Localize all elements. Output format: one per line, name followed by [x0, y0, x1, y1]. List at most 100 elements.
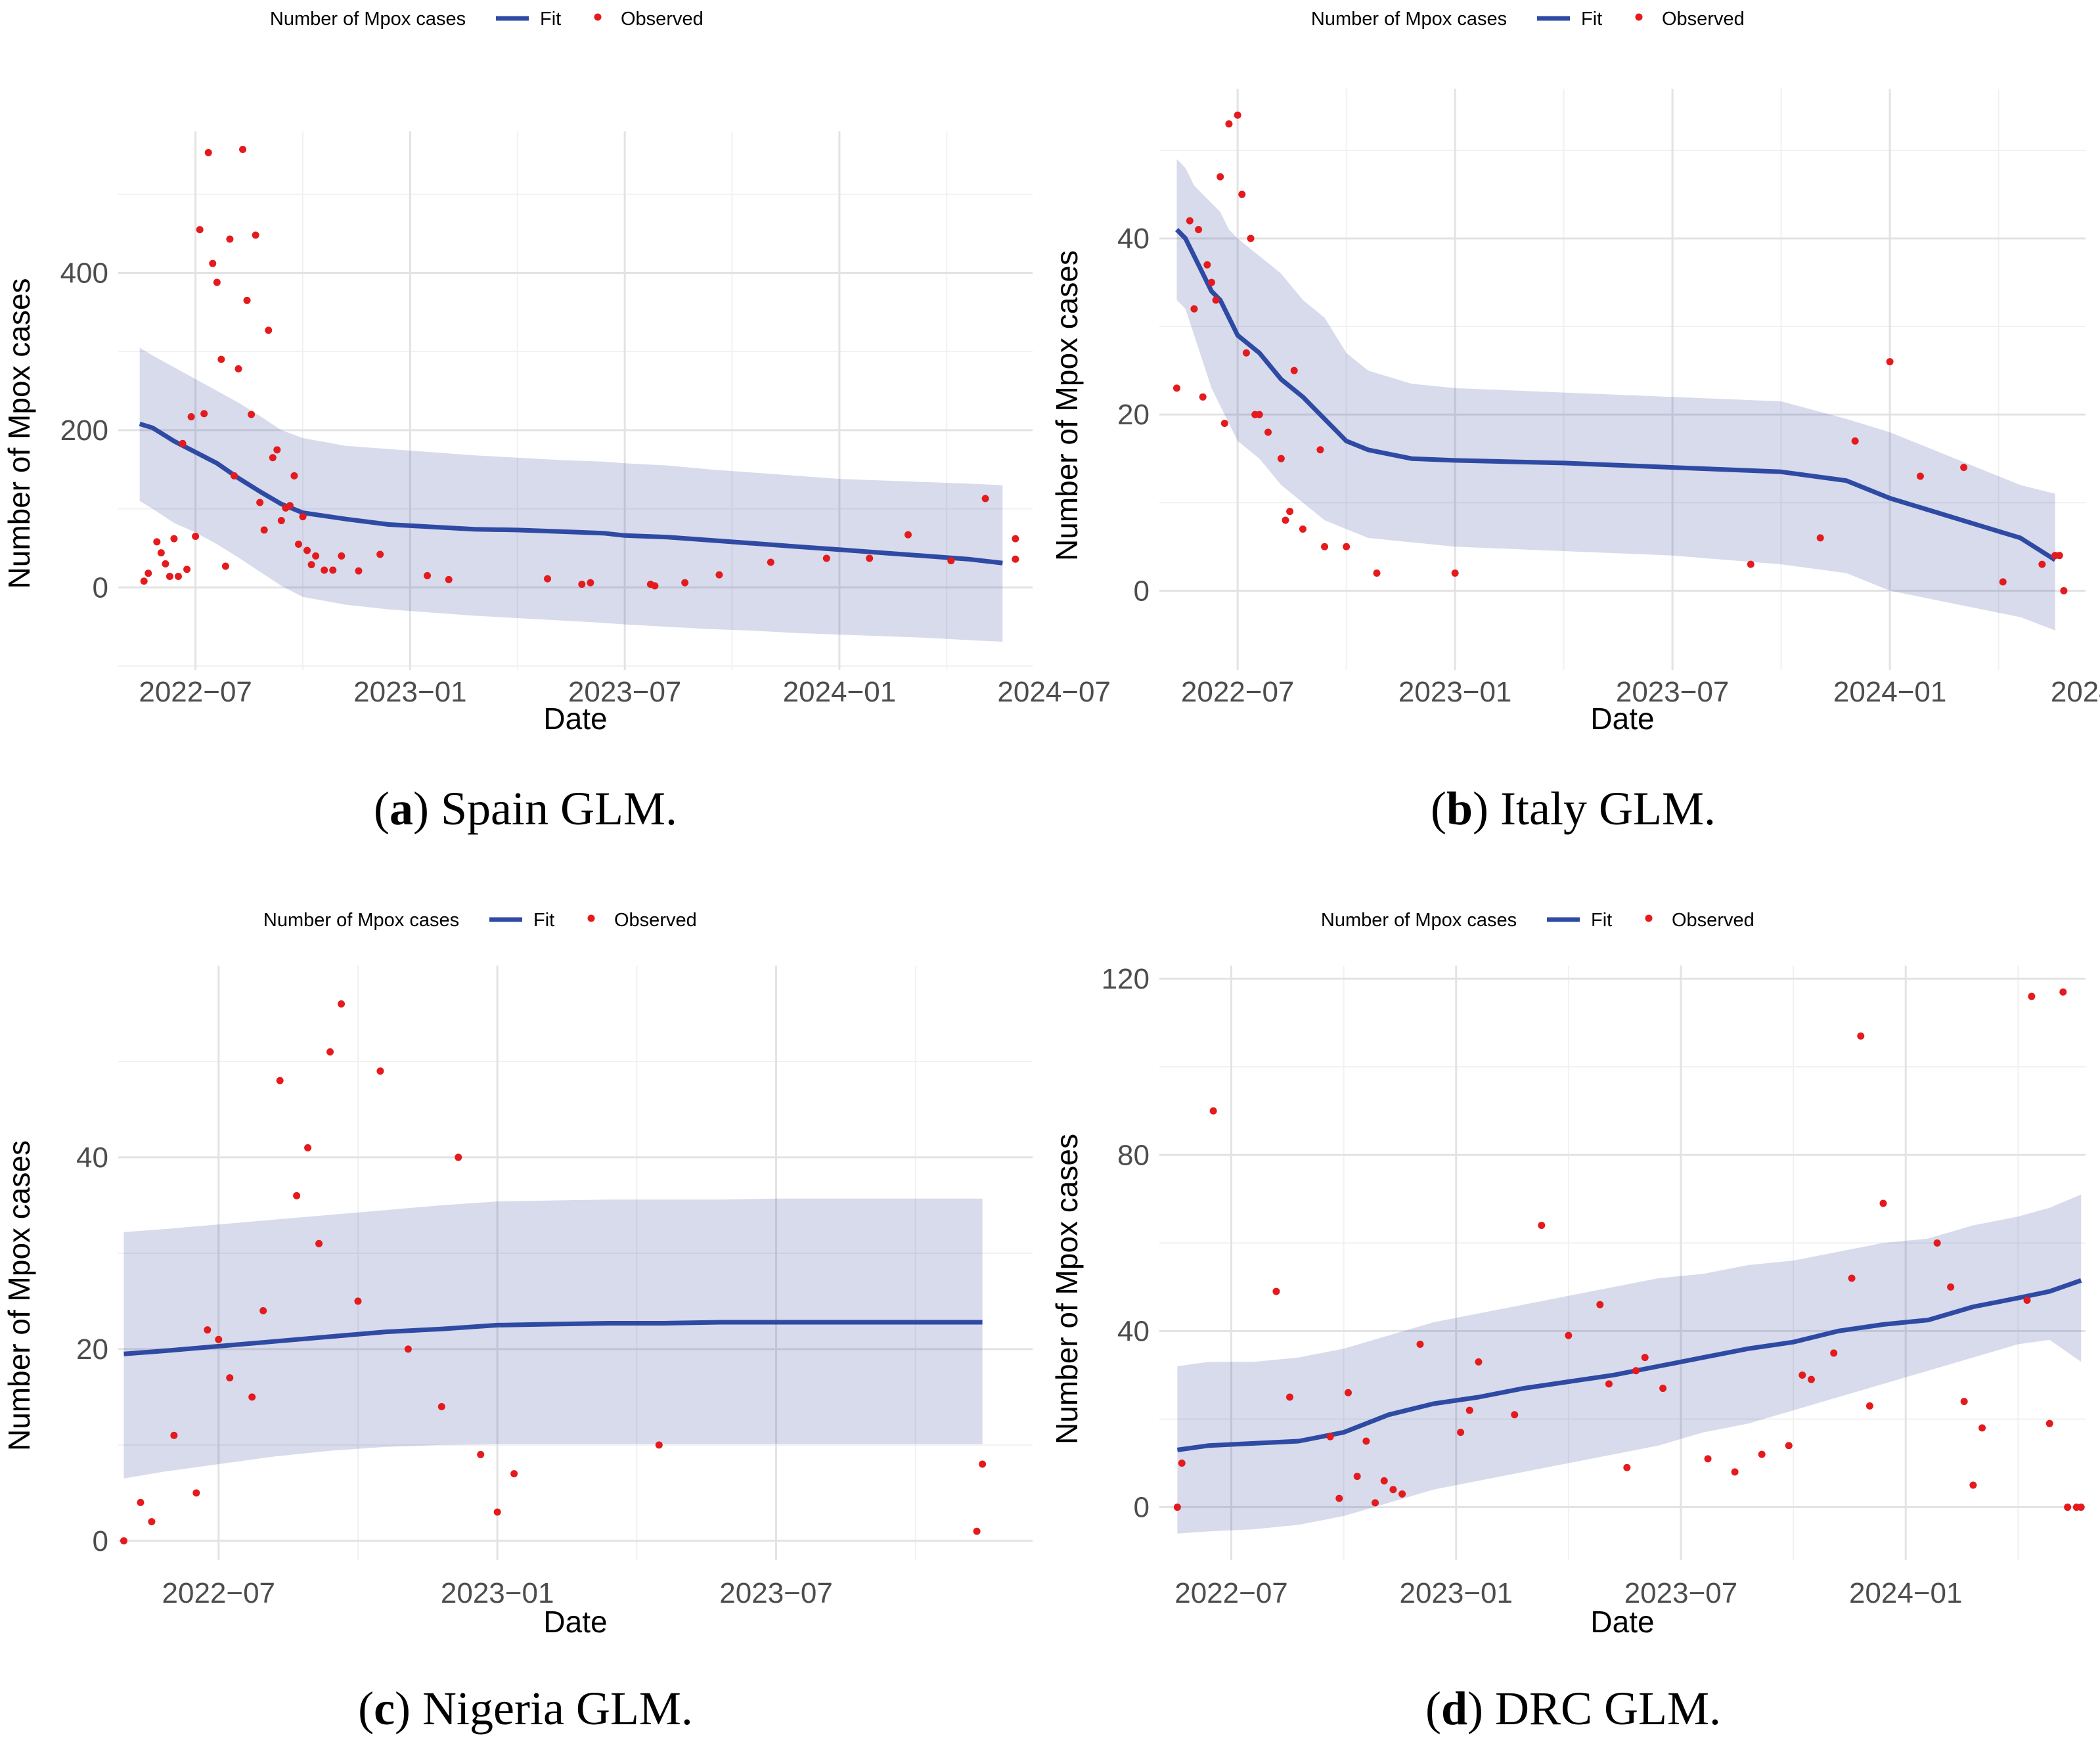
observed-point	[1565, 1331, 1573, 1339]
observed-point	[493, 1508, 501, 1516]
observed-point	[1538, 1222, 1546, 1230]
y-tick-label: 400	[60, 257, 108, 289]
observed-point	[312, 552, 320, 560]
fit-line	[1174, 228, 2057, 562]
y-axis-title: Number of Mpox cases	[2, 1140, 36, 1451]
observed-point	[1865, 1402, 1873, 1410]
observed-point	[1947, 1283, 1955, 1291]
observed-point	[157, 549, 165, 557]
observed-point	[286, 502, 294, 510]
panel-caption: (d) DRC GLM.	[1425, 1682, 1721, 1735]
observed-point	[196, 226, 204, 234]
observed-point	[145, 569, 152, 577]
observed-point	[1857, 1032, 1865, 1040]
x-axis-title: Date	[543, 702, 607, 736]
legend-fit-label: Fit	[1581, 9, 1602, 30]
confidence-band	[1177, 1194, 2082, 1534]
observed-point	[120, 1537, 127, 1545]
observed-point	[1316, 446, 1324, 454]
observed-point	[1335, 1494, 1343, 1502]
observed-point	[307, 561, 315, 569]
observed-point	[1785, 1442, 1793, 1450]
observed-point	[303, 547, 311, 554]
panel-italy-glm: 0 20 40 2022−07 2023−01 2023−07 2024−01 2024−07…	[1050, 9, 2100, 835]
observed-point	[2038, 560, 2046, 568]
y-tick-label: 0	[93, 571, 108, 604]
observed-point	[1807, 1375, 1815, 1383]
caption-letter: b	[1446, 782, 1473, 835]
observed-point	[1247, 234, 1255, 242]
observed-point	[326, 1048, 334, 1056]
observed-point	[2023, 1296, 2031, 1304]
legend-observed-swatch	[1645, 914, 1653, 922]
observed-point	[681, 579, 689, 587]
observed-point	[1659, 1385, 1667, 1393]
observed-point	[715, 571, 723, 579]
observed-point	[2060, 587, 2068, 594]
legend-observed-label: Observed	[621, 9, 704, 30]
observed-point	[1848, 1274, 1856, 1282]
panel-caption: (b) Italy GLM.	[1431, 782, 1716, 835]
observed-point	[1272, 1287, 1280, 1295]
observed-point	[1299, 525, 1307, 533]
x-tick-label: 2022−07	[1174, 1577, 1288, 1609]
observed-point	[1830, 1349, 1838, 1357]
observed-point	[153, 538, 161, 546]
y-axis-title: Number of Mpox cases	[1050, 250, 1084, 561]
observed-point	[1212, 296, 1220, 304]
legend: Number of Mpox cases Fit Observed	[1321, 910, 1754, 931]
observed-point	[1234, 111, 1241, 119]
observed-point	[1012, 535, 1019, 543]
observed-point	[293, 1192, 301, 1199]
observed-point	[651, 582, 659, 590]
observed-point	[1285, 1393, 1293, 1401]
observed-point	[192, 532, 200, 540]
observed-point	[904, 531, 912, 539]
x-tick-label: 2024−07	[2051, 676, 2100, 708]
observed-point	[260, 526, 268, 534]
observed-point	[248, 411, 256, 418]
observed-point	[213, 279, 221, 286]
y-tick-label: 20	[1117, 399, 1150, 431]
observed-point	[162, 560, 169, 568]
observed-point	[587, 579, 594, 587]
observed-point	[510, 1470, 518, 1478]
x-tick-label: 2022−07	[139, 676, 252, 708]
x-tick-label: 2024−07	[997, 676, 1111, 708]
legend-observed-label: Observed	[1662, 9, 1745, 30]
observed-point	[1353, 1473, 1361, 1481]
observed-point	[1960, 1398, 1968, 1406]
observed-point	[209, 259, 217, 267]
observed-point	[200, 410, 208, 418]
observed-point	[1282, 516, 1289, 524]
caption-text: Nigeria GLM.	[411, 1682, 693, 1735]
observed-point	[1398, 1490, 1406, 1498]
observed-point	[767, 558, 774, 566]
observed-point	[1255, 411, 1263, 418]
x-axis-title: Date	[543, 1605, 607, 1639]
caption-text: Spain GLM.	[429, 782, 677, 835]
legend-observed-swatch	[587, 914, 595, 922]
x-axis-title: Date	[1590, 702, 1654, 736]
observed-point	[947, 557, 955, 565]
observed-point	[1264, 428, 1272, 436]
panel-caption: (c) Nigeria GLM.	[358, 1682, 693, 1735]
legend-title: Number of Mpox cases	[270, 9, 466, 30]
x-tick-label: 2023−07	[719, 1577, 833, 1609]
observed-point	[239, 146, 247, 154]
observed-point	[276, 1077, 284, 1084]
y-tick-label: 0	[93, 1525, 108, 1557]
observed-point	[243, 296, 251, 304]
observed-point	[204, 1326, 212, 1334]
observed-point	[2028, 993, 2036, 1000]
observed-point	[1277, 455, 1285, 462]
observed-point	[376, 550, 384, 558]
panel-nigeria-glm: 0 20 40 2022−07 2023−01 2023−07 Date Number of …	[2, 910, 1033, 1735]
observed-point	[1999, 578, 2007, 586]
observed-point	[315, 1239, 323, 1247]
caption-letter: d	[1441, 1682, 1467, 1735]
panel-spain-glm: 0 200 400 2022−07 2023−01 2023−07 2024−01 2024−…	[2, 9, 1111, 835]
observed-point	[1389, 1486, 1397, 1494]
observed-point	[1190, 305, 1198, 313]
